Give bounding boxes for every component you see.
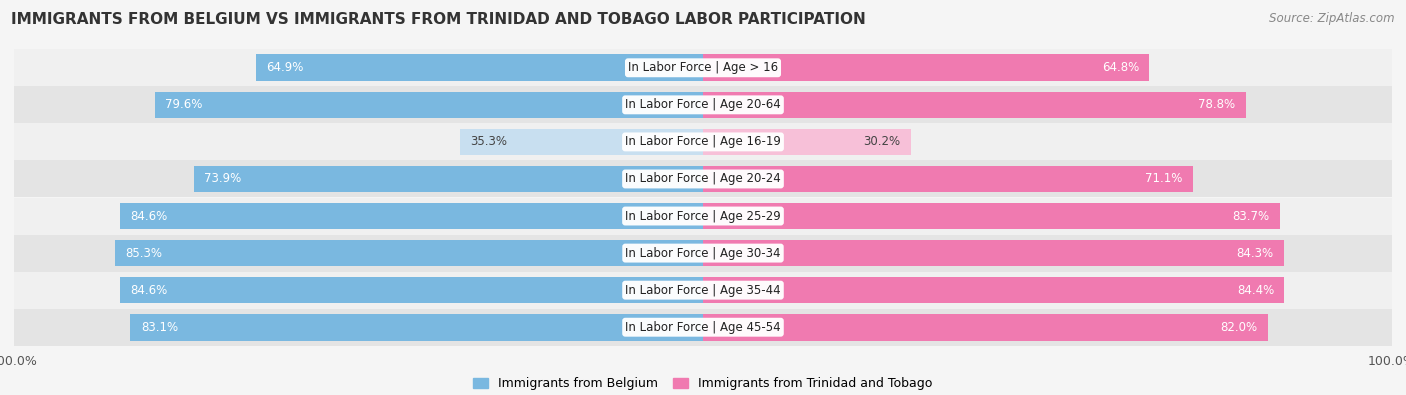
Text: In Labor Force | Age 45-54: In Labor Force | Age 45-54: [626, 321, 780, 334]
Bar: [14, 49, 1392, 87]
Text: 64.9%: 64.9%: [266, 61, 304, 74]
Bar: [703, 314, 1268, 340]
Bar: [703, 128, 911, 155]
Text: 78.8%: 78.8%: [1198, 98, 1236, 111]
Bar: [14, 123, 1392, 160]
Bar: [194, 166, 703, 192]
Text: 84.6%: 84.6%: [131, 284, 167, 297]
Bar: [115, 240, 703, 267]
Bar: [703, 92, 1246, 118]
Text: 83.7%: 83.7%: [1232, 209, 1270, 222]
Bar: [703, 166, 1192, 192]
Text: 73.9%: 73.9%: [204, 173, 242, 186]
Text: 84.3%: 84.3%: [1236, 246, 1274, 260]
Text: In Labor Force | Age 25-29: In Labor Force | Age 25-29: [626, 209, 780, 222]
Bar: [256, 55, 703, 81]
Bar: [460, 128, 703, 155]
Text: 71.1%: 71.1%: [1144, 173, 1182, 186]
Text: 83.1%: 83.1%: [141, 321, 179, 334]
Text: IMMIGRANTS FROM BELGIUM VS IMMIGRANTS FROM TRINIDAD AND TOBAGO LABOR PARTICIPATI: IMMIGRANTS FROM BELGIUM VS IMMIGRANTS FR…: [11, 12, 866, 27]
Bar: [703, 240, 1284, 267]
Text: In Labor Force | Age 35-44: In Labor Force | Age 35-44: [626, 284, 780, 297]
Bar: [703, 203, 1279, 229]
Legend: Immigrants from Belgium, Immigrants from Trinidad and Tobago: Immigrants from Belgium, Immigrants from…: [468, 372, 938, 395]
Text: 84.4%: 84.4%: [1237, 284, 1274, 297]
Bar: [703, 277, 1285, 303]
Bar: [120, 203, 703, 229]
Text: 84.6%: 84.6%: [131, 209, 167, 222]
Text: Source: ZipAtlas.com: Source: ZipAtlas.com: [1270, 12, 1395, 25]
Text: In Labor Force | Age 20-24: In Labor Force | Age 20-24: [626, 173, 780, 186]
Bar: [14, 87, 1392, 123]
Text: In Labor Force | Age > 16: In Labor Force | Age > 16: [628, 61, 778, 74]
Bar: [14, 272, 1392, 308]
Text: 35.3%: 35.3%: [470, 135, 508, 149]
Text: 82.0%: 82.0%: [1220, 321, 1257, 334]
Bar: [155, 92, 703, 118]
Text: In Labor Force | Age 16-19: In Labor Force | Age 16-19: [626, 135, 780, 149]
Bar: [131, 314, 703, 340]
Bar: [14, 160, 1392, 198]
Text: 64.8%: 64.8%: [1102, 61, 1139, 74]
Bar: [120, 277, 703, 303]
Bar: [14, 235, 1392, 272]
Text: 85.3%: 85.3%: [125, 246, 163, 260]
Text: 30.2%: 30.2%: [863, 135, 901, 149]
Bar: [703, 55, 1150, 81]
Text: In Labor Force | Age 30-34: In Labor Force | Age 30-34: [626, 246, 780, 260]
Bar: [14, 198, 1392, 235]
Text: In Labor Force | Age 20-64: In Labor Force | Age 20-64: [626, 98, 780, 111]
Bar: [14, 308, 1392, 346]
Text: 79.6%: 79.6%: [165, 98, 202, 111]
